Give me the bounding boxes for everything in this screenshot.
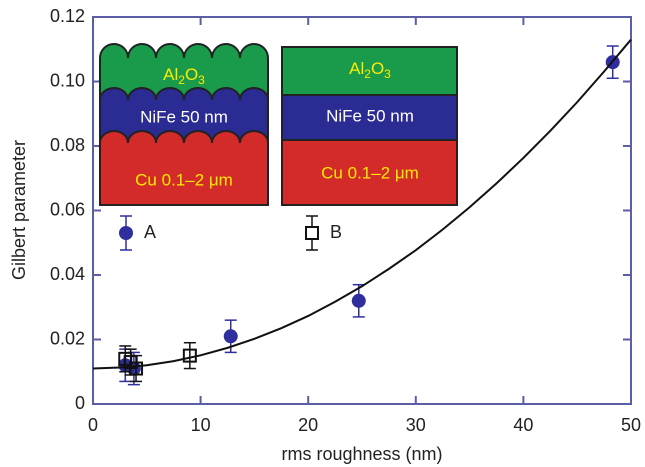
layer-cu (99, 130, 269, 206)
y-tick-label: 0.08 (50, 135, 85, 155)
layer-label: Al2O3 (163, 65, 205, 87)
legend-marker (305, 226, 319, 240)
fit-curve (92, 38, 632, 370)
layer-label-part: 2 (364, 67, 371, 81)
error-bar (130, 354, 143, 383)
layer-label-part: O (371, 59, 384, 78)
x-tick-label: 50 (621, 415, 641, 435)
layer-label-part: Al (163, 65, 178, 84)
point (223, 329, 238, 344)
layer-label: NiFe 50 nm (140, 107, 228, 126)
layer-label: Al2O3 (349, 59, 391, 81)
legend-label: A (144, 222, 156, 242)
x-tick-label: 30 (406, 415, 426, 435)
y-tick-label: 0.04 (50, 264, 85, 284)
x-tick-label: 0 (88, 415, 98, 435)
layer-label-part: Al (349, 59, 364, 78)
legend-label: B (330, 222, 342, 242)
point (129, 361, 144, 376)
x-tick-label: 40 (513, 415, 533, 435)
y-tick-label: 0.02 (50, 328, 85, 348)
y-tick-label: 0 (75, 393, 85, 413)
x-tick-label: 10 (191, 415, 211, 435)
x-axis-label: rms roughness (nm) (281, 444, 442, 464)
layer-label-part: 2 (178, 73, 185, 87)
layer-label-part: 3 (198, 73, 205, 87)
layer-cu (281, 139, 458, 206)
y-axis-label: Gilbert parameter (9, 140, 29, 280)
layer-label-part: 3 (384, 67, 391, 81)
layer-label-part: O (185, 65, 198, 84)
layer-label: NiFe 50 nm (326, 106, 414, 125)
error-bar (183, 341, 196, 370)
legend-marker (119, 226, 133, 240)
point (351, 293, 366, 308)
y-tick-label: 0.06 (50, 199, 85, 219)
layer-label: Cu 0.1–2 μm (135, 170, 233, 189)
y-tick-label: 0.12 (50, 6, 85, 26)
y-tick-label: 0.10 (50, 70, 85, 90)
layer-label: Cu 0.1–2 μm (321, 163, 419, 182)
x-tick-label: 20 (298, 415, 318, 435)
